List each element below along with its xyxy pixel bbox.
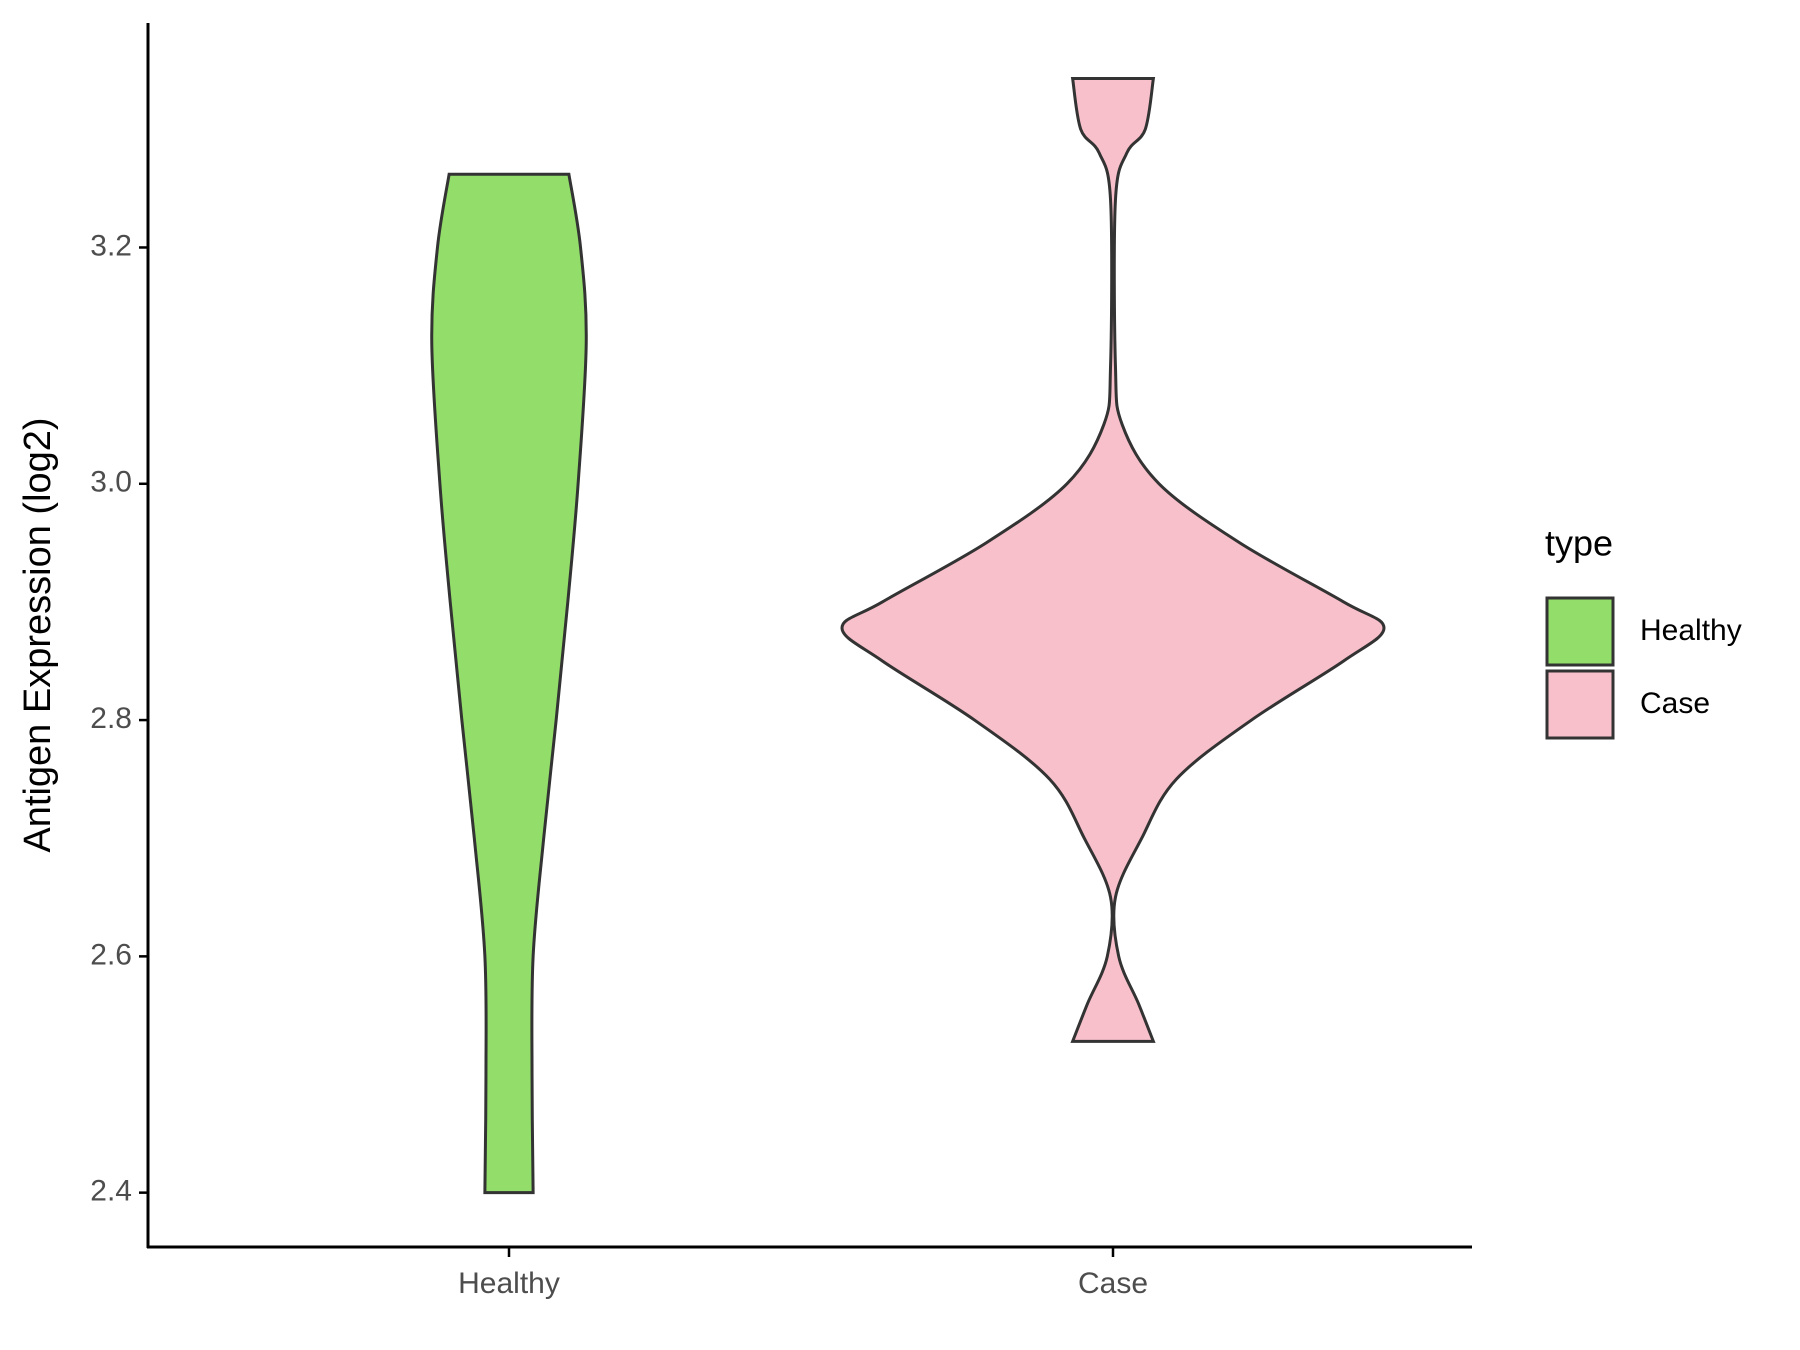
y-axis-title: Antigen Expression (log2) xyxy=(17,417,59,852)
y-tick-label: 2.8 xyxy=(90,702,132,735)
x-tick-label: Case xyxy=(1078,1267,1148,1300)
legend-label: Healthy xyxy=(1640,614,1742,647)
violin xyxy=(840,77,1386,1043)
y-tick-label: 3.2 xyxy=(90,229,132,262)
legend-title: type xyxy=(1545,523,1613,564)
x-tick-label: Healthy xyxy=(458,1267,560,1300)
y-tick-label: 3.0 xyxy=(90,466,132,499)
violin xyxy=(430,172,588,1195)
legend-key xyxy=(1545,669,1615,740)
legend-key xyxy=(1545,596,1615,667)
y-tick-label: 2.6 xyxy=(90,938,132,971)
y-tick-label: 2.4 xyxy=(90,1175,132,1208)
legend-label: Case xyxy=(1640,687,1710,720)
